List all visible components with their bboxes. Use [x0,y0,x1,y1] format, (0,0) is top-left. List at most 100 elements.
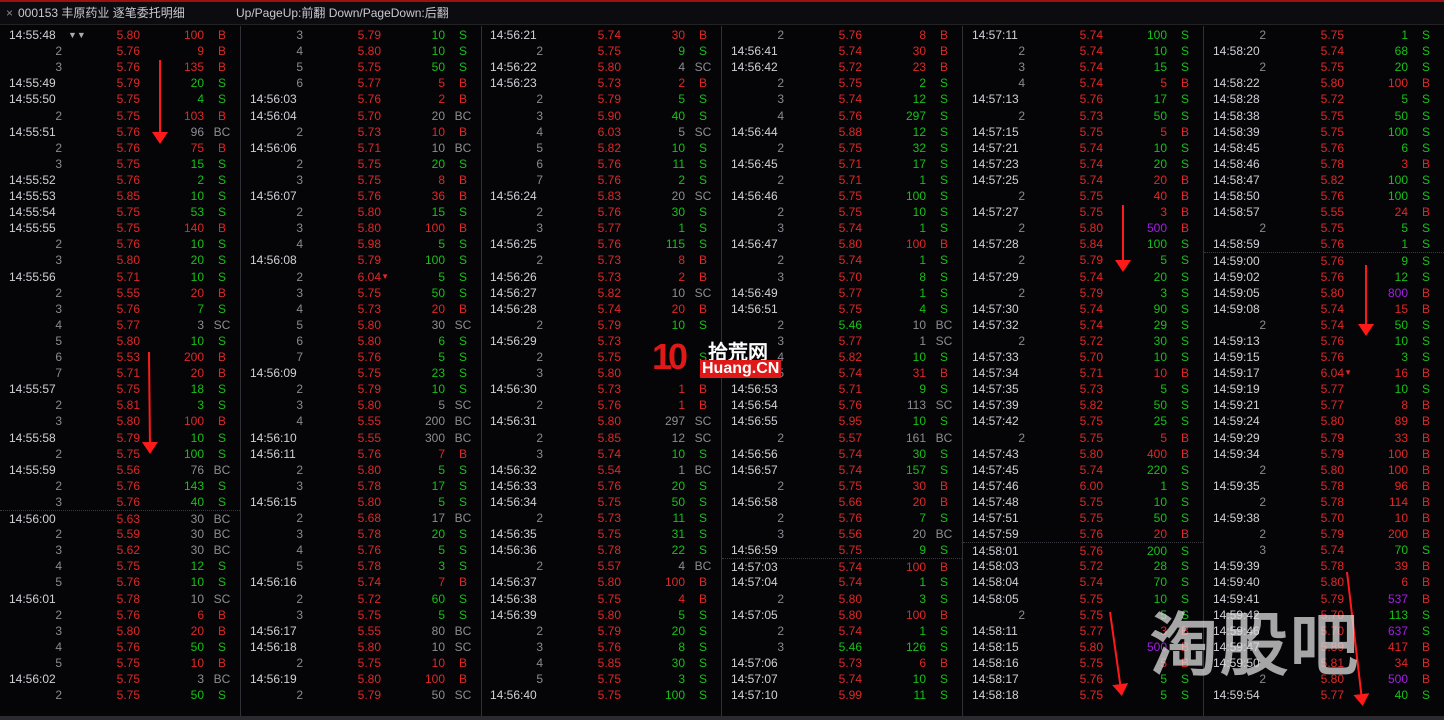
table-row[interactable]: 4 5.55 200 BC [241,413,481,429]
table-row[interactable]: 14:55:57 5.75 18 S [0,381,240,397]
filter-icon[interactable]: ▼▼ [68,30,86,40]
table-row[interactable]: 14:57:28 5.84 100 S [963,236,1203,252]
table-row[interactable]: 4 5.98 5 S [241,236,481,252]
table-row[interactable]: 14:59:08 5.74 15 B [1204,301,1444,317]
table-row[interactable]: 2 5.75 9 S [481,43,721,59]
table-row[interactable]: 14:58:28 5.72 5 S [1204,91,1444,107]
table-row[interactable]: 14:57:45 5.74 220 S [963,462,1203,478]
table-row[interactable]: 3 5.78 20 S [241,526,481,542]
table-row[interactable]: 14:59:29 5.79 33 B [1204,430,1444,446]
table-row[interactable]: 14:59:46 5.70 637 S [1204,623,1444,639]
table-row[interactable]: 3 5.74 10 S [481,446,721,462]
table-row[interactable]: 14:59:05 5.80 800 B [1204,285,1444,301]
table-row[interactable]: 2 5.79 20 S [481,623,721,639]
table-row[interactable]: 7 5.76 5 S [241,349,481,365]
table-row[interactable]: 14:58:03 5.72 28 S [963,558,1203,574]
table-row[interactable]: 2 5.76 143 S [0,478,240,494]
table-row[interactable]: 14:56:53 5.71 9 S [722,381,962,397]
table-row[interactable]: 7 5.76 2 S [481,172,721,188]
table-row[interactable]: 2 5.75 1 S [1204,27,1444,43]
table-row[interactable]: 2 5.75 5 B [963,430,1203,446]
table-row[interactable]: 14:58:11 5.77 3 B [963,623,1203,639]
table-row[interactable]: 14:58:57 5.55 24 B [1204,204,1444,220]
table-row[interactable]: 3 5.80 100 B [0,413,240,429]
table-row[interactable]: 14:59:19 5.77 10 S [1204,381,1444,397]
table-row[interactable]: 2 5.72 60 S [241,591,481,607]
table-row[interactable]: 14:55:58 5.79 10 S [0,430,240,446]
table-row[interactable]: 3 5.75 15 S [0,156,240,172]
table-row[interactable]: 7 5.71 20 B [0,365,240,381]
table-row[interactable]: 3 5.75 8 B [241,172,481,188]
table-row[interactable]: 14:56:33 5.76 20 S [481,478,721,494]
table-row[interactable]: 4 5.85 30 S [481,655,721,671]
table-row[interactable]: 14:59:17 6.04 ▼ 16 B [1204,365,1444,381]
table-row[interactable]: 14:58:17 5.76 5 S [963,671,1203,687]
table-row[interactable]: 2 5.76 8 B [722,27,962,43]
table-row[interactable]: 3 5.76 40 S [0,494,240,510]
table-row[interactable]: 2 5.75 100 S [0,446,240,462]
table-row[interactable]: 4 5.76 50 S [0,639,240,655]
table-row[interactable]: 2 5.74 1 S [722,623,962,639]
table-row[interactable]: 4 5.77 3 SC [0,317,240,333]
table-row[interactable]: 5 5.82 10 S [481,140,721,156]
table-row[interactable]: 14:59:50 5.81 34 B [1204,655,1444,671]
table-row[interactable]: 2 5.76 9 B [0,43,240,59]
table-row[interactable]: 14:58:01 5.76 200 S [963,542,1203,559]
table-row[interactable]: 3 5.76 7 S [0,301,240,317]
table-row[interactable]: 14:57:42 5.75 25 S [963,413,1203,429]
table-row[interactable]: 2 5.75 2 S [722,75,962,91]
table-row[interactable]: 14:57:11 5.74 100 S [963,27,1203,43]
table-row[interactable]: 3 5.90 40 S [481,108,721,124]
table-row[interactable]: 14:56:19 5.80 100 B [241,671,481,687]
table-row[interactable]: 2 5.75 5 S [963,607,1203,623]
table-row[interactable]: 14:58:18 5.75 5 S [963,687,1203,703]
table-row[interactable]: 3 5.77 1 SC [722,333,962,349]
table-row[interactable]: 14:57:29 5.74 20 S [963,269,1203,285]
table-row[interactable]: 2 5.73 8 B [481,252,721,268]
table-row[interactable]: 3 5.56 20 BC [722,526,962,542]
table-row[interactable]: 2 5.80 15 S [241,204,481,220]
table-row[interactable]: 3 5.80 5 SC [241,397,481,413]
table-row[interactable]: 14:55:53 5.85 10 S [0,188,240,204]
table-row[interactable]: 14:56:06 5.71 10 BC [241,140,481,156]
table-row[interactable]: 2 5.75 10 B [241,655,481,671]
table-row[interactable]: 14:56:10 5.55 300 BC [241,430,481,446]
table-row[interactable]: 14:59:21 5.77 8 B [1204,397,1444,413]
table-row[interactable]: 14:56:11 5.76 7 B [241,446,481,462]
table-row[interactable]: 14:56:08 5.79 100 S [241,252,481,268]
table-row[interactable]: 14:56:34 5.75 50 S [481,494,721,510]
table-row[interactable]: 14:56:36 5.78 22 S [481,542,721,558]
table-row[interactable]: 2 5.75 30 B [722,478,962,494]
table-row[interactable]: 4 5.76 5 S [241,542,481,558]
table-row[interactable]: 14:56:35 5.75 31 S [481,526,721,542]
table-row[interactable]: 2 6.04 ▼ 5 S [241,269,481,285]
table-row[interactable]: 3 5.76 135 B [0,59,240,75]
table-row[interactable]: 2 5.74 10 S [963,43,1203,59]
table-row[interactable]: 14:57:43 5.80 400 B [963,446,1203,462]
table-row[interactable]: 14:59:38 5.70 10 B [1204,510,1444,526]
table-row[interactable]: 3 5.80 20 S [0,252,240,268]
table-row[interactable]: 14:57:33 5.70 10 S [963,349,1203,365]
table-row[interactable]: 2 5.80 500 B [1204,671,1444,687]
table-row[interactable]: 14:59:42 5.70 113 S [1204,607,1444,623]
table-row[interactable]: 5 5.80 10 S [0,333,240,349]
table-row[interactable]: 5 5.78 3 S [241,558,481,574]
table-row[interactable]: 14:57:34 5.71 10 B [963,365,1203,381]
table-row[interactable]: 14:57:15 5.75 5 B [963,124,1203,140]
table-row[interactable]: 14:58:22 5.80 100 B [1204,75,1444,91]
table-row[interactable]: 14:56:24 5.83 20 SC [481,188,721,204]
table-row[interactable]: 14:56:23 5.73 2 B [481,75,721,91]
table-row[interactable]: 4 5.74 5 B [963,75,1203,91]
table-row[interactable]: 2 5.81 3 S [0,397,240,413]
table-row[interactable]: 4 5.75 12 S [0,558,240,574]
table-row[interactable]: 14:57:04 5.74 1 S [722,574,962,590]
table-row[interactable]: 3 5.78 17 S [241,478,481,494]
table-row[interactable]: 14:56:17 5.55 80 BC [241,623,481,639]
table-row[interactable]: 14:58:46 5.78 3 B [1204,156,1444,172]
table-row[interactable]: 6 5.80 6 S [241,333,481,349]
table-row[interactable]: 14:57:10 5.99 11 S [722,687,962,703]
table-row[interactable]: 14:56:09 5.75 23 S [241,365,481,381]
table-row[interactable]: 14:55:50 5.75 4 S [0,91,240,107]
table-row[interactable]: 4 5.80 10 S [241,43,481,59]
table-row[interactable]: 2 5.71 1 S [722,172,962,188]
